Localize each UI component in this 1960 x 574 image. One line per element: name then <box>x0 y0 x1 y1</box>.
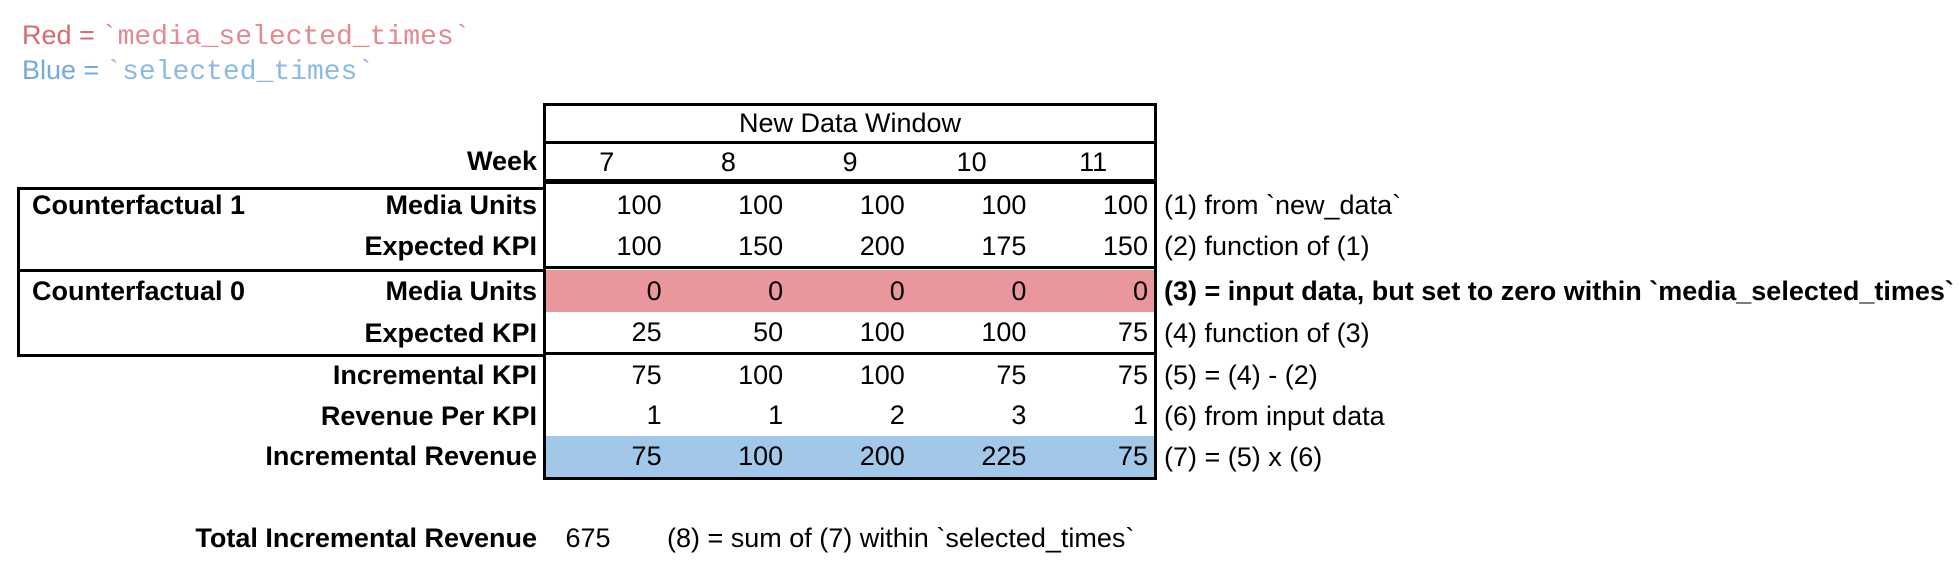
data-cell: 100 <box>859 190 905 220</box>
table-row: 100 150 200 175 150 <box>546 225 1154 267</box>
row-label: Incremental Revenue <box>265 441 537 471</box>
total-value: 675 <box>565 523 611 553</box>
annotation-3: (3) = input data, but set to zero within… <box>1164 276 1954 306</box>
annotation-2: (2) function of (1) <box>1164 231 1370 261</box>
week-cell: 11 <box>1079 147 1108 177</box>
annotation-5: (5) = (4) - (2) <box>1164 360 1318 390</box>
legend-blue: Blue = `selected_times` <box>22 53 375 88</box>
data-cell: 100 <box>738 360 784 390</box>
data-cell: 0 <box>889 276 905 306</box>
week-cell: 8 <box>720 147 736 177</box>
table-row-highlight-blue: 75 100 200 225 75 <box>546 436 1154 477</box>
data-cell: 75 <box>631 441 662 471</box>
data-cell: 25 <box>631 317 662 347</box>
data-cell: 75 <box>1117 360 1148 390</box>
grid-line-below-counterfactual0 <box>543 352 1157 355</box>
row-label: Incremental KPI <box>332 360 537 390</box>
annotation-1: (1) from `new_data` <box>1164 190 1402 220</box>
data-cell: 100 <box>616 190 662 220</box>
data-cell: 225 <box>981 441 1027 471</box>
annotation-7: (7) = (5) x (6) <box>1164 442 1323 472</box>
data-cell: 100 <box>981 190 1027 220</box>
data-cell: 0 <box>1132 276 1148 306</box>
total-annotation: (8) = sum of (7) within `selected_times` <box>667 523 1135 553</box>
week-cell: 9 <box>842 147 858 177</box>
data-cell: 0 <box>646 276 662 306</box>
data-cell: 175 <box>981 231 1027 261</box>
table-row: 25 50 100 100 75 <box>546 312 1154 352</box>
grid-line-below-week <box>543 179 1157 184</box>
counterfactual-group-divider <box>17 269 546 272</box>
group-label-counterfactual-1: Counterfactual 1 <box>32 190 246 220</box>
data-cell: 100 <box>859 360 905 390</box>
grid-line-below-header <box>543 141 1157 144</box>
data-cell: 100 <box>616 231 662 261</box>
data-cell: 100 <box>1102 190 1148 220</box>
legend-blue-label: Blue = <box>22 55 100 85</box>
data-cell: 150 <box>1102 231 1148 261</box>
table-row: 1 1 2 3 1 <box>546 395 1154 436</box>
row-label: Expected KPI <box>364 318 537 348</box>
data-cell: 75 <box>631 360 662 390</box>
legend-red: Red = `media_selected_times` <box>22 18 471 53</box>
row-label: Media Units <box>385 276 537 306</box>
data-cell: 200 <box>859 231 905 261</box>
data-cell: 75 <box>1117 317 1148 347</box>
data-cell: 50 <box>753 317 784 347</box>
data-cell: 0 <box>768 276 784 306</box>
table-row: 75 100 100 75 75 <box>546 354 1154 396</box>
row-label: Revenue Per KPI <box>320 401 537 431</box>
data-cell: 1 <box>646 400 662 430</box>
data-cell: 1 <box>768 400 784 430</box>
data-cell: 100 <box>738 441 784 471</box>
data-cell: 2 <box>889 400 905 430</box>
annotation-4: (4) function of (3) <box>1164 318 1370 348</box>
table-title: New Data Window <box>738 108 962 138</box>
total-label: Total Incremental Revenue <box>195 523 537 553</box>
data-cell: 3 <box>1011 400 1027 430</box>
week-cell: 7 <box>599 147 615 177</box>
table-row: 100 100 100 100 100 <box>546 184 1154 226</box>
annotation-6: (6) from input data <box>1164 401 1385 431</box>
data-cell: 75 <box>996 360 1027 390</box>
table-row-highlight-red: 0 0 0 0 0 <box>546 270 1154 312</box>
legend-red-code: `media_selected_times` <box>100 22 471 53</box>
grid-line-counterfactual-divider <box>543 266 1157 269</box>
row-label: Media Units <box>385 190 537 220</box>
data-cell: 75 <box>1117 441 1148 471</box>
data-cell: 150 <box>738 231 784 261</box>
data-cell: 200 <box>859 441 905 471</box>
week-cell: 10 <box>956 147 987 177</box>
counterfactual-group-box <box>17 187 546 357</box>
legend-red-label: Red = <box>22 20 95 50</box>
data-cell: 0 <box>1011 276 1027 306</box>
data-cell: 100 <box>859 317 905 347</box>
data-cell: 100 <box>981 317 1027 347</box>
week-row: 7 8 9 10 11 <box>546 142 1154 182</box>
data-cell: 1 <box>1132 400 1148 430</box>
row-label: Expected KPI <box>364 231 537 261</box>
week-row-label: Week <box>466 146 537 176</box>
group-label-counterfactual-0: Counterfactual 0 <box>32 276 246 306</box>
data-cell: 100 <box>738 190 784 220</box>
legend-blue-code: `selected_times` <box>105 57 375 88</box>
